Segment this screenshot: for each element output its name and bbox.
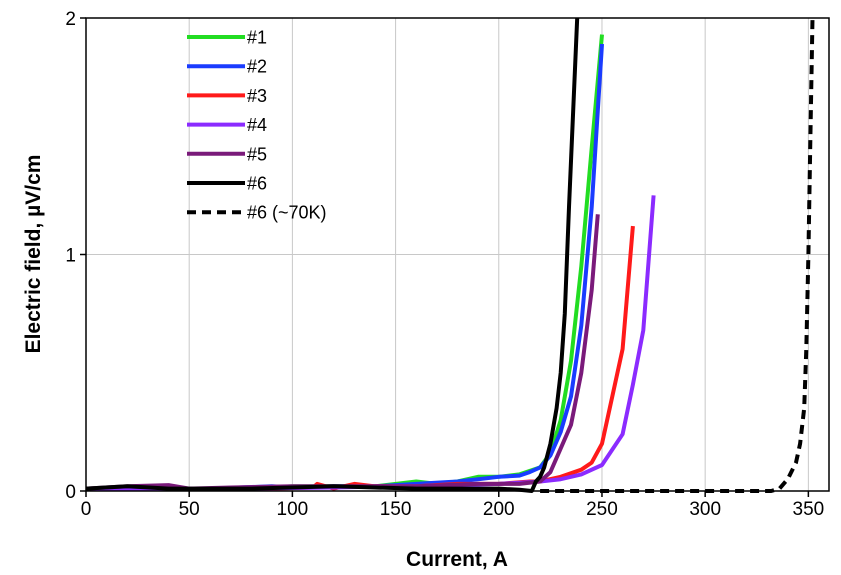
legend-label-6: #6 (247, 174, 267, 194)
x-axis-title: Current, A (406, 548, 508, 571)
x-tick-label: 350 (793, 499, 825, 520)
x-tick-label: 300 (689, 499, 721, 520)
series-line-2 (86, 43, 604, 491)
series-line-5 (85, 214, 600, 491)
x-tick-label: 200 (483, 499, 515, 520)
axis-ticks: 0 50 100 150 200 250 300 350 0 1 2 (65, 9, 824, 520)
x-tick-label: 150 (380, 499, 412, 520)
series-line-1 (85, 34, 604, 491)
legend-label-1: #1 (247, 28, 267, 48)
legend-label-5: #5 (247, 144, 267, 164)
x-tick-label: 100 (277, 499, 309, 520)
y-tick-label: 0 (65, 482, 76, 503)
legend-label-7: #6 (~70K) (247, 203, 327, 223)
legend-label-2: #2 (247, 57, 267, 77)
x-tick-label: 250 (586, 499, 618, 520)
legend: #1 #2 #3 #4 #5 #6 #6 (~70K) (187, 28, 327, 223)
series-layer (85, 17, 815, 493)
x-tick-label: 0 (81, 499, 92, 520)
grid (86, 18, 829, 491)
y-tick-label: 1 (65, 246, 76, 267)
x-tick-label: 50 (179, 499, 200, 520)
series-line-6 (85, 17, 580, 493)
y-axis-title: Electric field, µV/cm (22, 155, 45, 354)
legend-label-4: #4 (247, 115, 267, 135)
series-line-7 (540, 17, 815, 493)
y-tick-label: 2 (65, 9, 76, 30)
legend-label-3: #3 (247, 86, 267, 106)
